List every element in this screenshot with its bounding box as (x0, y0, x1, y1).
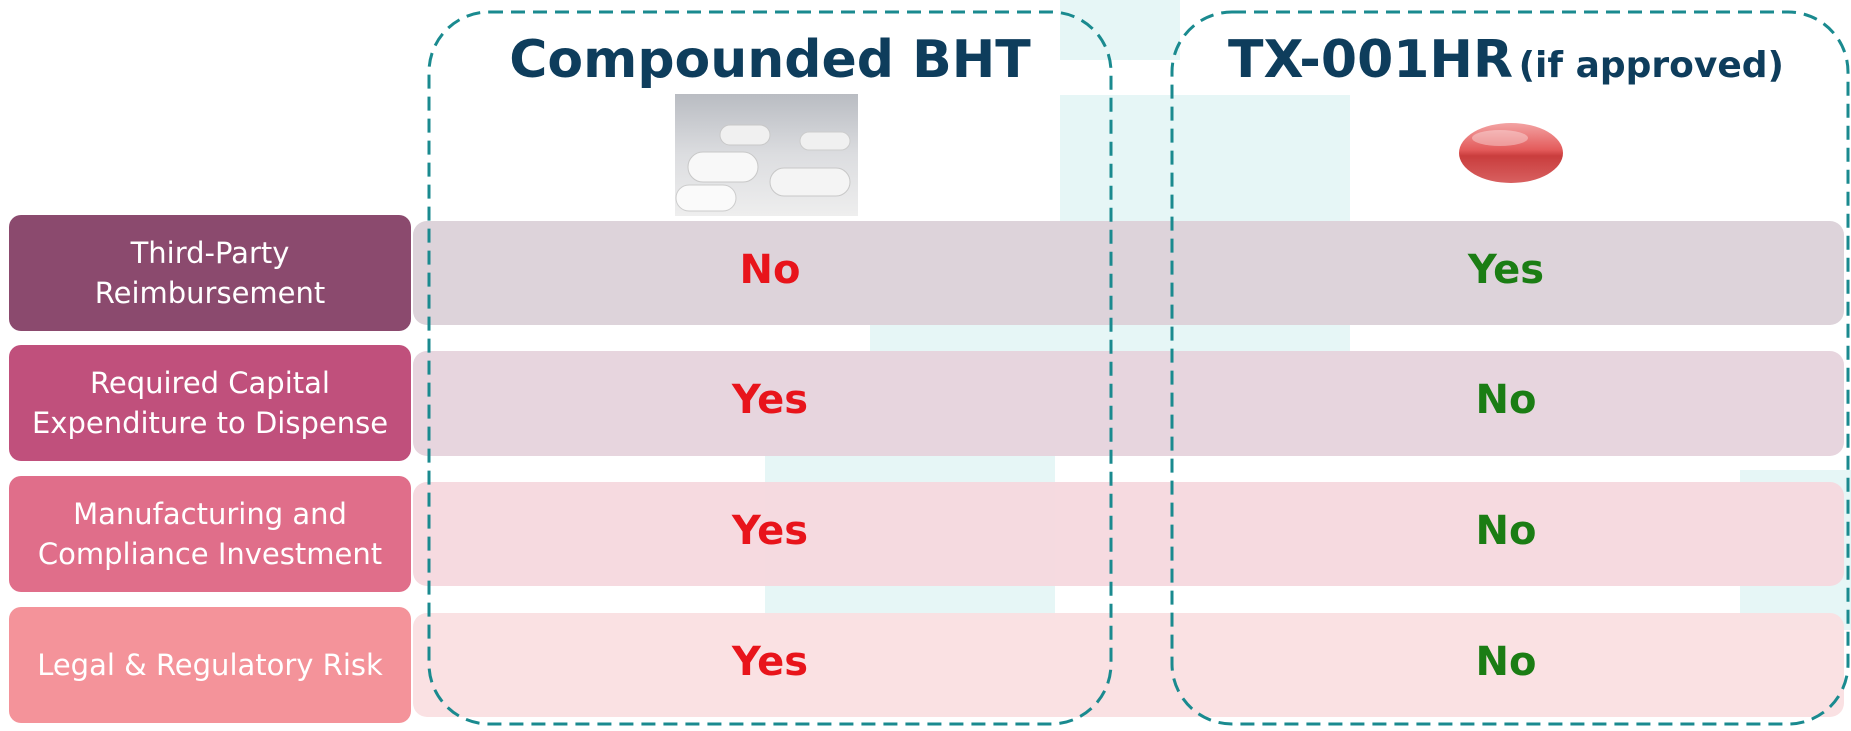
column-header: Compounded BHT (420, 30, 1120, 90)
column-frame (427, 10, 1113, 726)
row-label: Third-Party Reimbursement (9, 215, 411, 331)
cell-value: Yes (731, 639, 809, 685)
row-bars (413, 221, 1844, 717)
column-header: TX-001HR (if approved) (1156, 30, 1851, 90)
cell-value: Yes (1467, 247, 1545, 293)
row-label-line: Compliance Investment (37, 537, 383, 571)
cell-value: No (1475, 508, 1537, 554)
capsule-image (1459, 123, 1563, 183)
row-label: Required Capital Expenditure to Dispense (9, 345, 411, 461)
column-frame (1170, 10, 1850, 726)
row-label-line: Manufacturing and (73, 497, 347, 531)
row-label-line: Required Capital (90, 366, 330, 400)
cell-value: No (739, 247, 801, 293)
row-label-line: Reimbursement (94, 276, 326, 310)
cell-value: No (1475, 377, 1537, 423)
column-title: TX-001HR (1227, 30, 1513, 90)
row-label-line: Legal & Regulatory Risk (37, 648, 383, 682)
cell-value: No (1475, 639, 1537, 685)
cell-value: Yes (731, 508, 809, 554)
row-label: Legal & Regulatory Risk (9, 607, 411, 723)
column-title: Compounded BHT (509, 30, 1031, 90)
cell-value: Yes (731, 377, 809, 423)
row-label: Manufacturing and Compliance Investment (9, 476, 411, 592)
column-note: (if approved) (1518, 45, 1784, 86)
row-label-line: Expenditure to Dispense (31, 406, 389, 440)
row-label-line: Third-Party (130, 236, 290, 270)
pills-image (675, 94, 858, 216)
